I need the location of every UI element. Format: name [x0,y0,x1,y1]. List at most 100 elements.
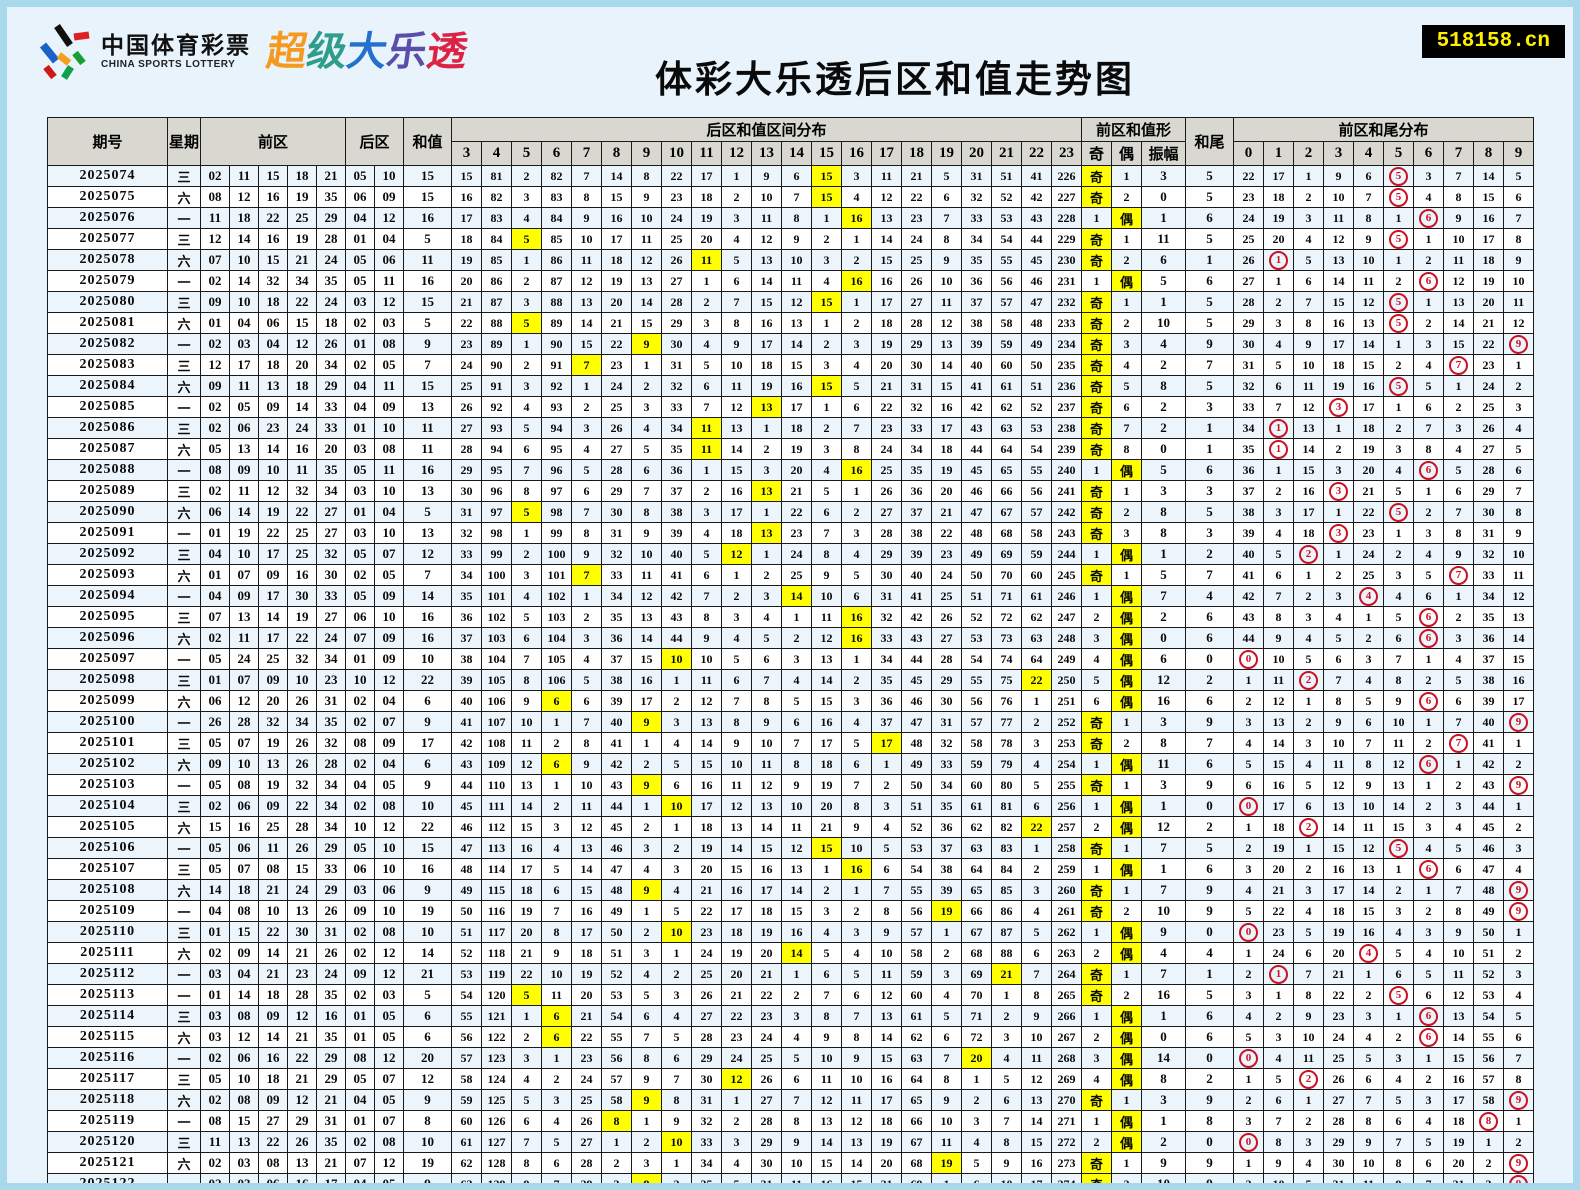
front-num-cell: 01 [200,522,230,544]
zone-miss-cell: 3 [991,1026,1022,1048]
zone-miss-cell: 97 [541,480,572,502]
dist-miss-cell: 1 [1263,270,1294,292]
odd-miss-cell: 1 [1081,921,1112,943]
dist-miss-cell: 1 [1413,648,1444,670]
zone-miss-cell: 5 [781,690,812,712]
zone-miss-cell: 31 [661,354,692,376]
zone-miss-cell: 3 [811,249,842,271]
front-num-cell: 06 [229,1047,259,1069]
zone-miss-cell: 3 [841,921,872,943]
zone-miss-cell: 14 [781,333,812,355]
dist-miss-cell: 24 [1233,207,1264,229]
front-num-cell: 26 [287,690,317,712]
even-miss-cell: 2 [1111,732,1142,754]
sum-value-cell: 11 [403,438,452,460]
amplitude-cell: 5 [1141,564,1186,586]
amplitude-cell: 4 [1141,942,1186,964]
zone-miss-cell: 7 [511,1131,542,1153]
dist-miss-cell: 6 [1353,711,1384,733]
zone-miss-cell: 8 [781,753,812,775]
zone-miss-cell: 8 [841,438,872,460]
odd-miss-cell: 1 [1081,795,1112,817]
zone-miss-cell: 24 [721,1047,752,1069]
front-num-cell: 35 [316,984,346,1006]
dist-miss-cell: 23 [1323,1005,1354,1027]
zone-miss-cell: 41 [661,564,692,586]
tail-hit-circle: 6 [1419,691,1438,711]
zone-miss-cell: 40 [661,543,692,565]
zone-miss-cell: 250 [1051,669,1082,691]
dist-miss-cell: 14 [1353,879,1384,901]
front-num-cell: 19 [287,228,317,250]
zone-miss-cell: 55 [601,1026,632,1048]
front-num-cell: 14 [287,396,317,418]
dist-miss-cell: 40 [1473,711,1504,733]
week-cell: 一 [167,333,201,355]
front-num-cell: 32 [316,732,346,754]
dist-miss-cell: 1 [1353,606,1384,628]
even-miss-cell: 8 [1111,438,1142,460]
dist-miss-cell: 1 [1383,1005,1414,1027]
period-cell: 2025118 [47,1089,168,1111]
dist-miss-cell: 31 [1323,1173,1354,1183]
zone-miss-cell: 49 [1021,333,1052,355]
table-row: 2025099 六 06 12 20 26 31 02 04 6 40 106 9 6 6 39 17 2 12 7 8… [47,690,1534,712]
week-cell: 三 [167,606,201,628]
zone-miss-cell: 259 [1051,858,1082,880]
zone-miss-cell: 25 [781,564,812,586]
front-num-cell: 13 [258,375,288,397]
front-num-cell: 08 [229,1005,259,1027]
dist-miss-cell: 6 [1413,396,1444,418]
dist-miss-cell: 32 [1473,543,1504,565]
dist-miss-cell: 2 [1443,396,1474,418]
zone-miss-cell: 61 [991,375,1022,397]
zone-miss-cell: 5 [511,1089,542,1111]
zone-miss-cell: 86 [991,900,1022,922]
tail-hit-circle: 9 [1509,1174,1528,1183]
zone-miss-cell: 13 [721,816,752,838]
odd-miss-cell: 6 [1081,690,1112,712]
dist-miss-cell: 7 [1413,417,1444,439]
zone-miss-cell: 13 [691,711,722,733]
zone-miss-cell: 5 [991,1068,1022,1090]
dist-miss-cell: 31 [1233,354,1264,376]
zone-miss-cell: 36 [901,480,932,502]
rear-num-cell: 12 [374,963,404,985]
front-num-cell: 30 [287,585,317,607]
zone-miss-cell: 7 [841,774,872,796]
table-row: 2025081 六 01 04 06 15 18 02 03 5 22 88 5 89 14 21 15 29 3 8… [47,312,1534,334]
dist-miss-cell: 12 [1503,312,1534,334]
front-num-cell: 16 [287,1173,317,1183]
sum-value-cell: 9 [403,711,452,733]
site-url-badge[interactable]: 518158.cn [1421,25,1565,58]
zone-miss-cell: 6 [841,396,872,418]
zone-hit-cell: 16 [841,270,872,292]
dist-miss-cell: 9 [1443,207,1474,229]
dist-miss-cell: 2 [1503,816,1534,838]
zone-miss-cell: 3 [631,942,662,964]
zone-miss-cell: 12 [871,984,902,1006]
front-num-cell: 04 [229,963,259,985]
zone-miss-cell: 38 [601,669,632,691]
zone-miss-cell: 5 [871,837,902,859]
zone-miss-cell: 3 [511,186,542,208]
sum-tail-cell: 4 [1185,942,1234,964]
zone-miss-cell: 25 [661,228,692,250]
dist-miss-cell: 7 [1353,1089,1384,1111]
week-cell: 一 [167,837,201,859]
zone-miss-cell: 268 [1051,1047,1082,1069]
dist-miss-cell: 15 [1383,816,1414,838]
zone-miss-cell: 5 [511,606,542,628]
zone-miss-cell: 10 [721,354,752,376]
front-num-cell: 06 [258,312,288,334]
zone-miss-cell: 7 [631,1026,662,1048]
dist-miss-cell: 4 [1383,921,1414,943]
zone-miss-cell: 53 [1021,417,1052,439]
zone-miss-cell: 241 [1051,480,1082,502]
zone-miss-cell: 2 [811,333,842,355]
zone-miss-cell: 61 [901,1005,932,1027]
zone-miss-cell: 5 [841,375,872,397]
dist-miss-cell: 50 [1473,921,1504,943]
zone-miss-cell: 21 [691,879,722,901]
dist-miss-cell: 20 [1323,942,1354,964]
